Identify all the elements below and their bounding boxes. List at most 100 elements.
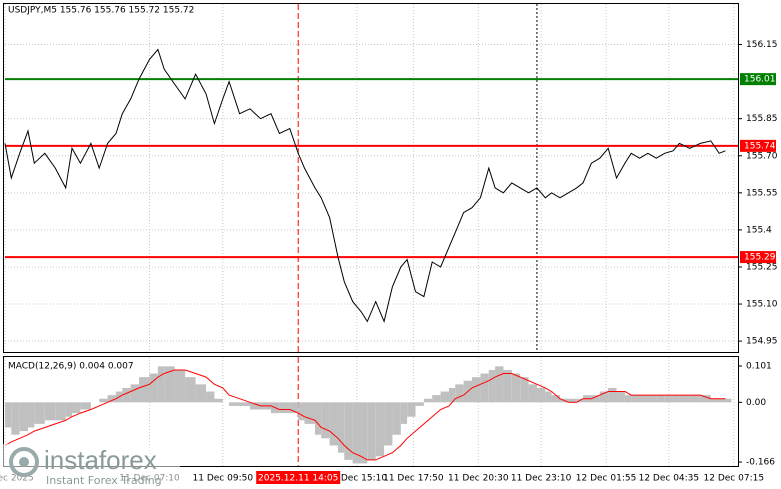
histogram-bar	[28, 402, 35, 428]
histogram-bar	[719, 398, 726, 403]
histogram-bar	[65, 402, 73, 417]
histogram-bar	[455, 384, 464, 403]
histogram-bar	[488, 369, 496, 403]
histogram-bar	[34, 402, 45, 424]
y-tick-label: 154.95	[746, 337, 778, 347]
histogram-bar	[511, 373, 521, 403]
histogram-bar	[279, 402, 290, 414]
price-pane	[3, 3, 739, 353]
macd-title: MACD(12,26,9) 0.004 0.007	[8, 362, 134, 372]
histogram-bar	[384, 402, 393, 446]
histogram-bar	[375, 402, 385, 457]
histogram-bar	[304, 402, 315, 424]
histogram-bar	[624, 395, 632, 403]
histogram-bar	[689, 395, 701, 403]
y-tick-label: 156.15	[746, 40, 778, 50]
histogram-bar	[55, 402, 66, 421]
y-tick-label: 155.25	[746, 262, 778, 272]
marker-label-bg	[256, 471, 341, 484]
histogram-bar	[5, 402, 12, 428]
histogram-bar	[195, 384, 207, 403]
level-label-bg	[740, 251, 776, 264]
histogram-bar	[344, 402, 353, 460]
histogram-bar	[367, 402, 376, 460]
marker-label: 2025.12.11 14:05	[258, 474, 338, 484]
x-tick-label: 11 Dec 23:10	[511, 474, 572, 484]
histogram-bar	[72, 402, 81, 414]
histogram-bar	[568, 398, 577, 403]
histogram-bar	[407, 402, 416, 417]
level-label: 155.74	[744, 141, 776, 151]
histogram-bar	[130, 384, 140, 403]
y-tick-label: 155.85	[746, 114, 778, 124]
histogram-bar	[11, 402, 20, 435]
histogram-bar	[599, 391, 609, 403]
histogram-bar	[139, 377, 150, 403]
y-tick-label: 0.101	[746, 361, 772, 371]
signal-line	[4, 369, 726, 461]
y-tick-label: -0.166	[746, 458, 775, 468]
y-tick-label: 155.70	[746, 151, 778, 161]
y-tick-label: 155.4	[746, 225, 772, 235]
histogram-bar	[314, 402, 322, 435]
histogram-bar	[289, 402, 299, 414]
histogram-bar	[99, 398, 108, 403]
y-tick-label: 0.00	[746, 398, 766, 408]
histogram-bar	[214, 398, 223, 403]
histogram-bar	[631, 395, 640, 403]
histogram-bar	[149, 373, 158, 403]
x-tick-label: 11 Dec 20:30	[448, 474, 509, 484]
histogram-bar	[321, 402, 330, 439]
level-label: 155.29	[744, 253, 776, 263]
chart-title: USDJPY,M5 155.76 155.76 155.72 155.72	[8, 6, 194, 16]
histogram-bar	[337, 402, 345, 453]
histogram-bar	[673, 395, 680, 403]
histogram-bar	[503, 369, 512, 403]
histogram-bar	[392, 402, 401, 435]
histogram-bar	[432, 395, 441, 403]
histogram-bar	[520, 377, 529, 403]
histogram-bar	[472, 377, 481, 403]
histogram-bar	[415, 402, 424, 406]
histogram-bar	[361, 402, 368, 464]
watermark: instaforex Instant Forex Trading	[0, 444, 180, 489]
price-line	[4, 48, 726, 323]
histogram-bar	[229, 402, 240, 406]
x-tick-label: 12 Dec 01:55	[576, 474, 637, 484]
histogram-bar	[107, 395, 116, 403]
histogram-bar	[164, 366, 175, 403]
level-label-bg	[740, 73, 776, 86]
histogram-bar	[423, 398, 433, 403]
histogram-bar	[545, 391, 552, 403]
x-tick-label: 11 Dec 15:10	[327, 474, 388, 484]
histogram-bar	[19, 402, 29, 432]
histogram-bar	[495, 366, 504, 403]
histogram-bar	[122, 387, 131, 403]
histogram-bar	[440, 391, 449, 403]
logo-ring	[9, 447, 39, 477]
histogram-bar	[44, 402, 56, 421]
histogram-bar	[174, 369, 186, 403]
logo-dot	[19, 457, 29, 467]
histogram-bar	[551, 395, 560, 403]
watermark-tagline: Instant Forex Trading	[46, 474, 162, 487]
histogram-bar	[710, 398, 720, 403]
histogram-bar	[329, 402, 338, 446]
histogram-bar	[536, 387, 546, 403]
histogram-bar	[298, 402, 305, 421]
histogram-bar	[250, 402, 261, 410]
histogram-bar	[700, 395, 711, 403]
y-tick-label: 155.55	[746, 188, 778, 198]
histogram-bar	[239, 402, 251, 406]
histogram-bar	[608, 387, 617, 403]
histogram-bar	[647, 395, 657, 403]
histogram-bar	[679, 395, 690, 403]
histogram-bar	[725, 398, 732, 403]
x-tick-label: 11 Dec 17:50	[383, 474, 444, 484]
histogram-bar	[400, 402, 408, 424]
histogram-bar	[664, 395, 674, 403]
histogram-bar	[157, 366, 165, 403]
